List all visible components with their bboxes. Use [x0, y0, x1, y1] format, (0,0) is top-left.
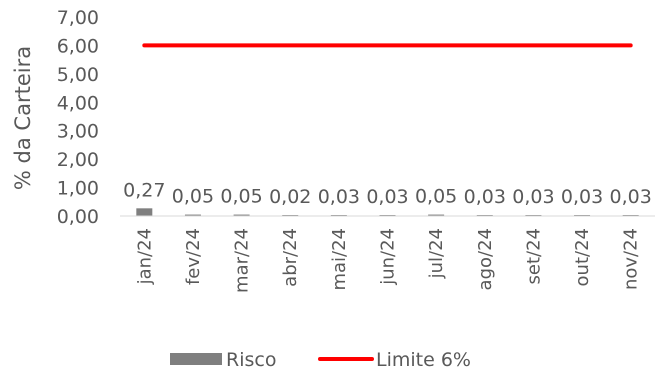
- y-tick-label: 0,00: [57, 206, 99, 228]
- bar-jul/24: [428, 214, 445, 216]
- data-label: 0,02: [269, 186, 311, 208]
- data-labels: 0,27 0,05 0,05 0,02 0,03 0,03 0,05 0,03 0,03 0,03…: [123, 179, 652, 208]
- data-label: 0,05: [415, 186, 457, 208]
- legend-label-limite: Limite 6%: [376, 349, 471, 369]
- legend-label-risco: Risco: [226, 349, 276, 369]
- y-tick-label: 3,00: [57, 121, 99, 143]
- y-tick-label: 5,00: [57, 64, 99, 86]
- x-tick-label: mar/24: [232, 228, 253, 293]
- y-tick-label: 6,00: [57, 35, 99, 57]
- x-tick-label: jul/24: [426, 228, 447, 279]
- y-tick-label: 7,00: [57, 7, 99, 29]
- data-label: 0,03: [610, 186, 652, 208]
- x-tick-label: fev/24: [183, 228, 204, 285]
- legend-swatch-risco: [170, 353, 222, 365]
- x-tick-label: mai/24: [329, 228, 350, 291]
- x-tick-label: abr/24: [280, 228, 301, 287]
- data-label: 0,27: [123, 179, 165, 201]
- legend: Risco Limite 6%: [170, 349, 471, 369]
- data-label: 0,03: [318, 186, 360, 208]
- x-tick-label: out/24: [572, 228, 593, 286]
- y-axis-ticks: 0,00 1,00 2,00 3,00 4,00 5,00 6,00 7,00: [57, 7, 99, 228]
- x-tick-label: jan/24: [134, 228, 155, 285]
- y-tick-label: 2,00: [57, 149, 99, 171]
- bar-series-risco: [136, 208, 639, 216]
- y-axis-label: % da Carteira: [11, 46, 35, 190]
- data-label: 0,03: [464, 186, 506, 208]
- y-tick-label: 4,00: [57, 92, 99, 114]
- x-tick-label: set/24: [523, 228, 544, 284]
- bar-mar/24: [233, 214, 250, 216]
- data-label: 0,03: [366, 186, 408, 208]
- x-tick-label: nov/24: [621, 228, 642, 290]
- x-axis-ticks: jan/24 fev/24 mar/24 abr/24 mai/24 jun/24 jul/…: [134, 228, 641, 293]
- data-label: 0,03: [561, 186, 603, 208]
- x-tick-label: ago/24: [475, 228, 496, 290]
- data-label: 0,05: [220, 186, 262, 208]
- bar-fev/24: [184, 214, 201, 216]
- bar-jan/24: [136, 208, 153, 216]
- y-tick-label: 1,00: [57, 178, 99, 200]
- x-tick-label: jun/24: [378, 228, 399, 286]
- data-label: 0,05: [172, 186, 214, 208]
- data-label: 0,03: [512, 186, 554, 208]
